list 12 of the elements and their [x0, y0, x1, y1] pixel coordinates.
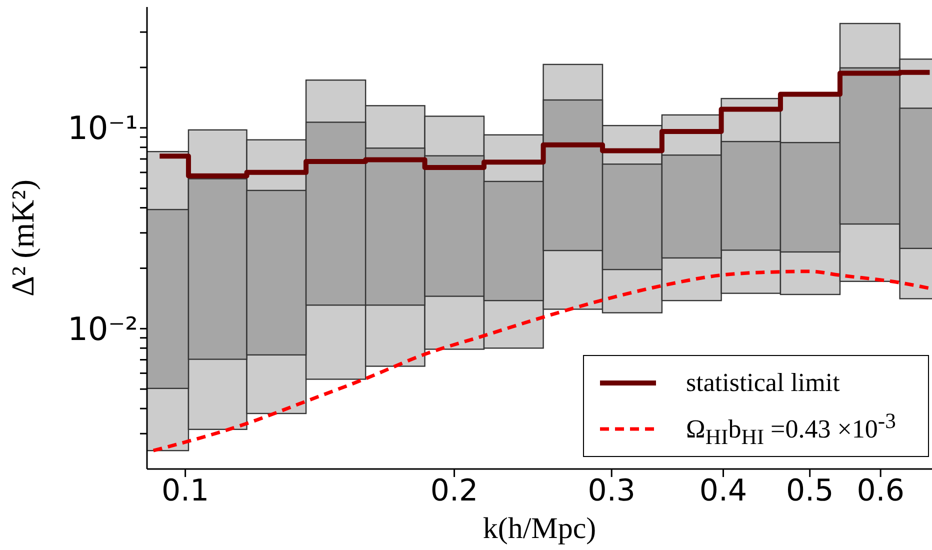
y-tick-label: 10⁻²	[68, 310, 138, 348]
y-tick-label: 10⁻¹	[68, 109, 138, 148]
legend-label: Ω$_{HI}$b$_{HI}$ =0.43 ×10$^{-3}$	[686, 408, 896, 450]
x-tick-label: 0.3	[588, 473, 636, 508]
x-tick-label: 0.2	[430, 473, 478, 508]
x-axis-title: k(h/Mpc)	[482, 512, 596, 545]
y-axis-title: Δ² (mK²)	[4, 179, 40, 297]
x-tick-label: 0.1	[161, 473, 210, 508]
legend-label: statistical limit	[686, 368, 840, 398]
x-tick-label: 0.4	[699, 473, 748, 508]
x-tick-label: 0.6	[856, 473, 904, 508]
x-tick-label: 0.5	[786, 473, 834, 508]
